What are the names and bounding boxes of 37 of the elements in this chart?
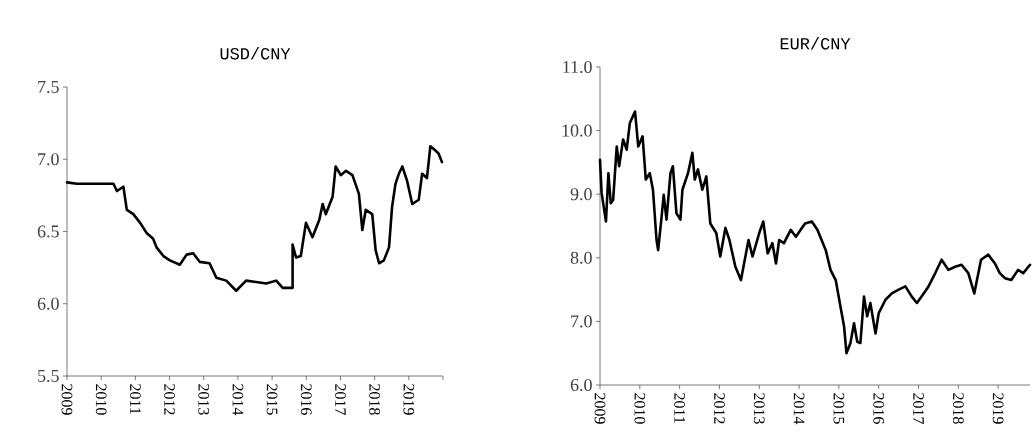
line-series — [598, 110, 1032, 355]
x-tick-label: 2009 — [61, 384, 73, 415]
x-tick-label: 2016 — [300, 384, 312, 415]
x-tick-label: 2015 — [833, 393, 845, 424]
y-tick-label: 6.0 — [570, 378, 592, 392]
y-tick-label: 7.5 — [38, 80, 59, 93]
x-tick-label: 2013 — [753, 393, 765, 424]
x-tick-label: 2011 — [129, 384, 141, 414]
line-series — [65, 144, 444, 293]
x-tick-label: 2011 — [674, 393, 686, 423]
x-tick-label: 2015 — [266, 384, 278, 415]
y-tick-label: 5.5 — [38, 369, 59, 382]
x-tick-label: 2010 — [95, 384, 107, 415]
y-tick-label: 11.0 — [563, 60, 592, 74]
x-tick-label: 2018 — [952, 393, 964, 424]
x-tick-label: 2019 — [992, 393, 1004, 424]
y-tick-label: 6.5 — [37, 225, 59, 238]
y-tick-label: 7.0 — [38, 153, 59, 166]
x-tick-label: 2019 — [403, 384, 415, 415]
x-tick-label: 2009 — [594, 393, 606, 424]
y-tick-label: 10.0 — [562, 124, 592, 137]
x-tick-label: 2017 — [913, 393, 924, 424]
x-tick-label: 2012 — [164, 384, 175, 415]
x-tick-label: 2017 — [335, 384, 346, 415]
chart-title: EUR/CNY — [780, 37, 851, 50]
x-tick-label: 2012 — [714, 393, 725, 424]
x-tick-label: 2010 — [634, 393, 646, 424]
chart-title: USD/CNY — [220, 47, 291, 60]
y-tick-label: 8.0 — [570, 251, 592, 264]
x-tick-label: 2018 — [369, 384, 381, 415]
x-tick-label: 2016 — [873, 393, 885, 424]
x-tick-label: 2014 — [232, 384, 244, 416]
y-tick-label: 6.0 — [37, 297, 59, 310]
x-tick-label: 2013 — [198, 384, 210, 415]
x-tick-label: 2014 — [793, 393, 805, 425]
y-tick-label: 7.0 — [571, 315, 592, 328]
y-tick-label: 9.0 — [570, 188, 592, 201]
